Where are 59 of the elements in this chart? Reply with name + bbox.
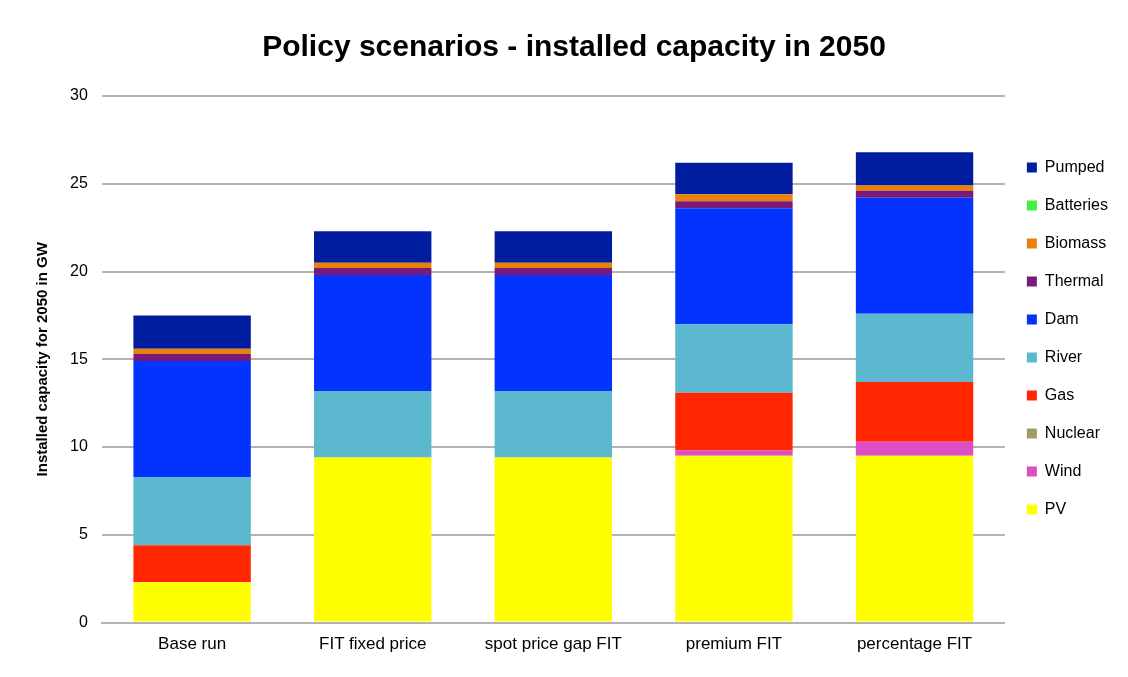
bar (855, 455, 974, 622)
bar (494, 262, 613, 269)
x-tick-label: spot price gap FIT (484, 634, 622, 654)
y-tick-label: 10 (70, 437, 88, 455)
bar (133, 582, 251, 622)
bar (675, 392, 793, 451)
chart-title: Policy scenarios - installed capacity in 2050 (262, 29, 886, 63)
legend-label: Batteries (1044, 195, 1108, 213)
legend-label: Gas (1044, 385, 1075, 403)
bar (855, 190, 974, 198)
legend-label: Nuclear (1044, 423, 1101, 441)
legend-label: Biomass (1044, 233, 1107, 251)
bar (314, 390, 432, 458)
bar (314, 231, 432, 263)
bar (675, 450, 793, 456)
bar (314, 268, 432, 276)
bar (494, 390, 613, 458)
bar (855, 152, 974, 186)
bar (133, 315, 251, 349)
bar (314, 275, 432, 391)
bar (133, 354, 251, 362)
bar (675, 208, 793, 325)
x-tick-label: Base run (158, 634, 227, 654)
bar (675, 201, 793, 209)
y-tick-label: 30 (70, 86, 88, 104)
legend-label: Dam (1044, 309, 1079, 327)
bar (855, 185, 974, 191)
y-axis-title: Installed capacity for 2050 in GW (33, 241, 51, 477)
bar (675, 324, 793, 393)
y-tick-label: 25 (70, 174, 88, 192)
y-tick-label: 15 (70, 349, 88, 367)
legend-label: Thermal (1044, 271, 1104, 289)
bar (494, 268, 613, 276)
bar (855, 197, 974, 314)
bar (133, 476, 251, 546)
legend-label: PV (1044, 499, 1067, 517)
x-tick-label: FIT fixed price (319, 634, 427, 654)
y-tick-label: 5 (78, 525, 88, 543)
y-tick-label: 0 (78, 613, 88, 631)
bar (314, 457, 432, 622)
bar (133, 348, 251, 355)
bar (675, 162, 793, 195)
bar (855, 382, 974, 442)
bar (855, 313, 974, 383)
bar (133, 545, 251, 583)
legend-label: River (1044, 347, 1083, 365)
bar (314, 262, 432, 269)
legend-label: Pumped (1044, 157, 1105, 175)
x-tick-label: premium FIT (685, 634, 783, 654)
bar (855, 441, 974, 456)
bar (675, 455, 793, 622)
bar (494, 231, 613, 263)
bar (133, 361, 251, 477)
bar (494, 275, 613, 391)
bar (494, 457, 613, 622)
legend-label: Wind (1044, 461, 1082, 479)
bar (675, 194, 793, 202)
y-tick-label: 20 (70, 261, 88, 279)
x-tick-label: percentage FIT (856, 634, 973, 654)
